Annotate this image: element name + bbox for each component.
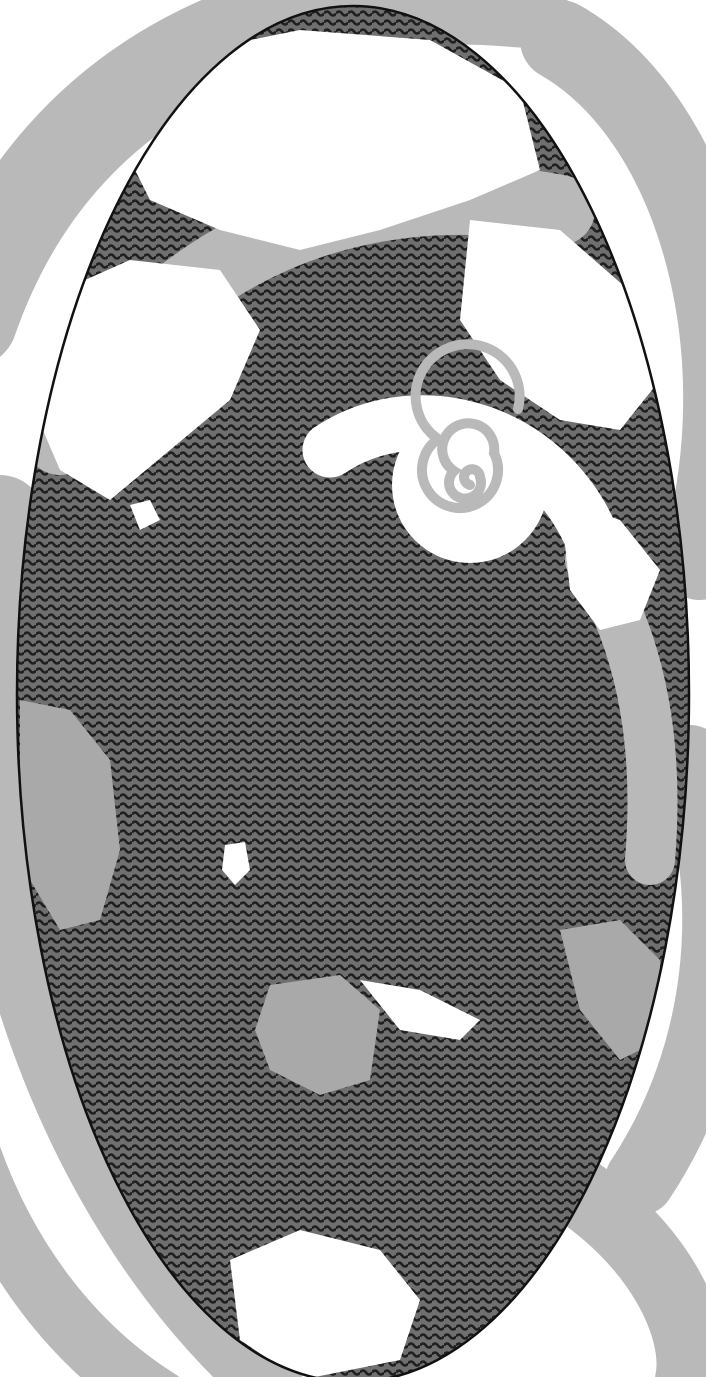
land-masses xyxy=(20,30,660,1377)
globe-outline xyxy=(15,4,691,1377)
southeast-land xyxy=(560,920,660,1060)
south-polar-land xyxy=(230,1230,420,1377)
spiral-icon xyxy=(392,339,548,563)
eastern-continent xyxy=(560,500,660,630)
northeast-continent xyxy=(460,220,660,430)
small-island-2 xyxy=(130,500,160,530)
southern-ice-shelf xyxy=(360,980,480,1040)
greenland-land xyxy=(250,70,380,170)
northwest-continent xyxy=(30,260,260,500)
small-island-1 xyxy=(222,842,250,885)
western-peninsula xyxy=(20,700,120,930)
southern-continent xyxy=(255,975,380,1095)
